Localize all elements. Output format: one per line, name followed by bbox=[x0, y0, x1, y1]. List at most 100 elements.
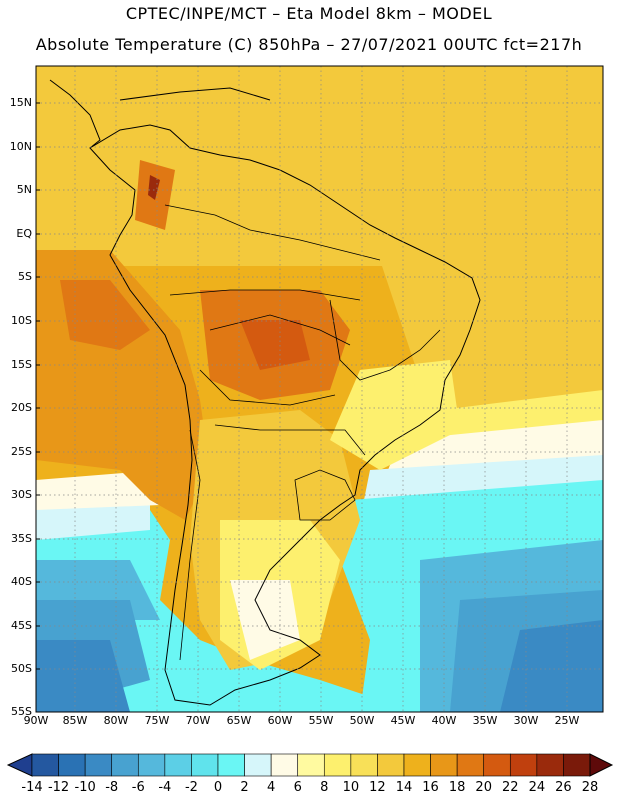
colorbar-label: 0 bbox=[213, 780, 223, 795]
lat-label-eq: EQ bbox=[16, 227, 32, 240]
colorbar-cells bbox=[6, 753, 614, 777]
field-andes-peak bbox=[148, 175, 160, 200]
colorbar-label: -6 bbox=[131, 780, 145, 795]
colorbar-cell bbox=[456, 753, 485, 777]
field-pacific-cool bbox=[36, 500, 150, 540]
colorbar-arrow-right bbox=[589, 753, 614, 777]
colorbar-cell bbox=[164, 753, 192, 777]
lat-label-15s: 15S bbox=[11, 358, 32, 371]
border-bolivia bbox=[209, 314, 351, 346]
border-paraguay bbox=[199, 369, 336, 406]
colorbar-cell bbox=[244, 753, 272, 777]
field-north-band bbox=[36, 66, 603, 266]
lon-label-35w: 35W bbox=[472, 714, 498, 727]
colorbar-cell bbox=[563, 753, 591, 777]
caribbean-coast bbox=[119, 87, 271, 101]
map-title: CPTEC/INPE/MCT – Eta Model 8km – MODEL bbox=[125, 4, 493, 23]
lon-label-85w: 85W bbox=[62, 714, 88, 727]
grid-lines bbox=[36, 66, 603, 712]
field-brazil-coast bbox=[330, 360, 460, 470]
lat-label-50s: 50S bbox=[11, 662, 32, 675]
border-uruguay bbox=[294, 469, 356, 521]
field-pacific-deep bbox=[36, 640, 130, 712]
lat-label-15n: 15N bbox=[9, 96, 32, 109]
colorbar-cell bbox=[430, 753, 458, 777]
colorbar-label: -4 bbox=[158, 780, 172, 795]
border-north bbox=[164, 204, 381, 261]
colorbar-label: -12 bbox=[47, 780, 70, 795]
lon-label-70w: 70W bbox=[185, 714, 211, 727]
colorbar-label: 28 bbox=[581, 780, 599, 795]
colorbar-label: 18 bbox=[448, 780, 466, 795]
lon-label-80w: 80W bbox=[103, 714, 129, 727]
colorbar-label: 26 bbox=[555, 780, 572, 795]
lon-label-75w: 75W bbox=[144, 714, 170, 727]
colorbar-cell bbox=[536, 753, 564, 777]
colorbar-cell bbox=[297, 753, 325, 777]
lon-label-45w: 45W bbox=[390, 714, 416, 727]
colorbar-cell bbox=[58, 753, 86, 777]
map-subtitle: Absolute Temperature (C) 850hPa – 27/07/… bbox=[35, 35, 583, 54]
colorbar-cell bbox=[323, 753, 352, 777]
field-pacific-mild bbox=[36, 470, 160, 510]
lon-label-60w: 60W bbox=[267, 714, 293, 727]
border-argentina-north bbox=[214, 424, 366, 456]
lat-label-30s: 30S bbox=[11, 488, 32, 501]
colorbar-label: -2 bbox=[184, 780, 198, 795]
colorbar-label: 2 bbox=[240, 780, 249, 795]
colorbar bbox=[6, 753, 614, 777]
field-central-hotter bbox=[240, 320, 310, 370]
colorbar-label: 24 bbox=[528, 780, 546, 795]
lat-label-10n: 10N bbox=[9, 140, 32, 153]
lat-label-20s: 20S bbox=[11, 401, 32, 414]
lat-label-40s: 40S bbox=[11, 575, 32, 588]
axis-ticks bbox=[36, 102, 40, 670]
lat-label-25s: 25S bbox=[11, 445, 32, 458]
border-brazil-states bbox=[329, 299, 441, 381]
colorbar-cell bbox=[191, 753, 219, 777]
lon-label-50w: 50W bbox=[349, 714, 375, 727]
country-borders bbox=[164, 204, 441, 661]
lat-label-5s: 5S bbox=[18, 270, 32, 283]
central-america-coast bbox=[49, 79, 101, 149]
lat-label-55s: 55S bbox=[11, 705, 32, 718]
lon-label-30w: 30W bbox=[513, 714, 539, 727]
colorbar-cell bbox=[350, 753, 378, 777]
lat-label-45s: 45S bbox=[11, 619, 32, 632]
colorbar-cell bbox=[84, 753, 113, 777]
colorbar-cell bbox=[403, 753, 431, 777]
colorbar-cell bbox=[217, 753, 245, 777]
colorbar-label: 8 bbox=[320, 780, 329, 795]
colorbar-cell bbox=[377, 753, 405, 777]
colorbar-label: 20 bbox=[475, 780, 492, 795]
colorbar-label: 6 bbox=[293, 780, 302, 795]
field-pacific-hot bbox=[60, 280, 150, 350]
colorbar-cell bbox=[137, 753, 166, 777]
colorbar-cell bbox=[509, 753, 538, 777]
colorbar-cell bbox=[31, 753, 59, 777]
colorbar-label: 12 bbox=[369, 780, 386, 795]
colorbar-cell bbox=[270, 753, 299, 777]
lon-label-55w: 55W bbox=[308, 714, 334, 727]
colorbar-arrow-left bbox=[6, 753, 33, 777]
lon-label-90w: 90W bbox=[23, 714, 49, 727]
lon-label-25w: 25W bbox=[554, 714, 580, 727]
lat-label-10s: 10S bbox=[11, 314, 32, 327]
temperature-field bbox=[36, 66, 603, 712]
border-brazil-west bbox=[169, 289, 361, 301]
colorbar-label: -10 bbox=[74, 780, 96, 795]
lon-label-40w: 40W bbox=[431, 714, 457, 727]
colorbar-label: 10 bbox=[342, 780, 360, 795]
colorbar-cell bbox=[111, 753, 139, 777]
colorbar-label: 4 bbox=[267, 780, 276, 795]
lat-label-5n: 5N bbox=[16, 183, 32, 196]
colorbar-label: 14 bbox=[395, 780, 413, 795]
colorbar-cell bbox=[483, 753, 511, 777]
lat-label-35s: 35S bbox=[11, 532, 32, 545]
colorbar-label: 22 bbox=[502, 780, 519, 795]
coastlines bbox=[49, 79, 481, 706]
south-america-coast bbox=[89, 124, 481, 706]
lon-label-65w: 65W bbox=[226, 714, 252, 727]
colorbar-label: -8 bbox=[105, 780, 119, 795]
